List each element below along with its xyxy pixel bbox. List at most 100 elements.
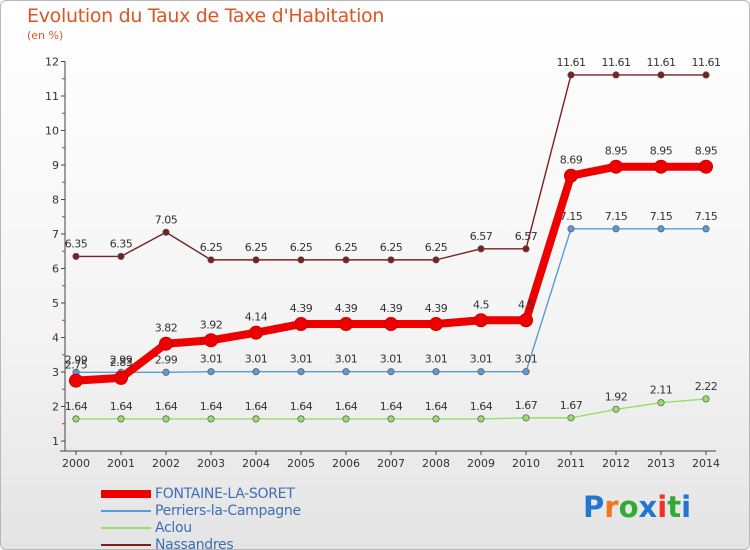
- data-point-aclou: [387, 415, 395, 423]
- data-label-perriers-la-campagne: 3.01: [245, 353, 268, 366]
- logo-letter: i: [657, 490, 668, 524]
- data-label-nassandres: 6.25: [200, 241, 223, 254]
- data-point-perriers-la-campagne: [207, 368, 215, 376]
- x-tick-label: 2013: [647, 457, 675, 470]
- data-point-perriers-la-campagne: [297, 368, 305, 376]
- legend-label: Perriers-la-Campagne: [155, 503, 301, 519]
- legend-swatch: [101, 544, 151, 546]
- data-point-perriers-la-campagne: [522, 368, 530, 376]
- data-point-aclou: [252, 415, 260, 423]
- data-label-fontaine-la-soret: 4.5: [473, 298, 489, 311]
- y-tick-label: 5: [52, 297, 59, 310]
- data-label-perriers-la-campagne: 3.01: [425, 353, 448, 366]
- data-label-aclou: 1.64: [380, 400, 403, 413]
- data-point-fontaine-la-soret: [564, 168, 578, 183]
- data-label-aclou: 1.64: [245, 400, 268, 413]
- y-tick-label: 3: [52, 366, 59, 379]
- data-point-nassandres: [252, 256, 260, 264]
- legend-swatch: [101, 510, 151, 512]
- data-point-fontaine-la-soret: [114, 370, 128, 385]
- data-label-aclou: 1.64: [110, 400, 133, 413]
- data-label-fontaine-la-soret: 2.83: [110, 356, 133, 369]
- data-point-aclou: [117, 415, 125, 423]
- x-tick-label: 2001: [107, 457, 135, 470]
- data-point-perriers-la-campagne: [477, 368, 485, 376]
- data-label-perriers-la-campagne: 2.99: [110, 353, 133, 366]
- data-point-aclou: [567, 414, 575, 422]
- y-tick-label: 12: [45, 56, 59, 69]
- y-tick-label: 10: [45, 125, 59, 138]
- x-tick-label: 2009: [467, 457, 495, 470]
- data-point-fontaine-la-soret: [609, 159, 623, 174]
- data-label-aclou: 1.64: [425, 400, 448, 413]
- data-point-fontaine-la-soret: [69, 373, 83, 388]
- data-point-perriers-la-campagne: [342, 368, 350, 376]
- data-point-nassandres: [117, 252, 125, 260]
- data-label-aclou: 1.64: [470, 400, 493, 413]
- logo-letter: i: [681, 490, 692, 524]
- data-point-nassandres: [342, 256, 350, 264]
- data-point-nassandres: [657, 71, 665, 79]
- data-label-aclou: 1.67: [560, 399, 583, 412]
- data-label-perriers-la-campagne: 3.01: [335, 353, 358, 366]
- data-point-fontaine-la-soret: [474, 313, 488, 328]
- data-point-nassandres: [387, 256, 395, 264]
- data-label-perriers-la-campagne: 2.99: [65, 353, 88, 366]
- x-tick-label: 2008: [422, 457, 450, 470]
- data-label-aclou: 1.64: [335, 400, 358, 413]
- x-tick-label: 2000: [62, 457, 90, 470]
- x-tick-label: 2012: [602, 457, 630, 470]
- data-label-perriers-la-campagne: 2.99: [155, 353, 178, 366]
- data-point-nassandres: [432, 256, 440, 264]
- y-tick-label: 6: [52, 263, 59, 276]
- data-point-fontaine-la-soret: [204, 333, 218, 348]
- data-label-fontaine-la-soret: 4.39: [290, 302, 313, 315]
- data-label-perriers-la-campagne: 3.01: [515, 353, 538, 366]
- data-point-aclou: [207, 415, 215, 423]
- data-point-aclou: [297, 415, 305, 423]
- logo-letter: o: [618, 490, 639, 524]
- data-point-perriers-la-campagne: [612, 225, 620, 233]
- data-point-nassandres: [72, 252, 80, 260]
- data-label-aclou: 1.64: [290, 400, 313, 413]
- data-label-fontaine-la-soret: 4.5: [518, 298, 534, 311]
- data-label-nassandres: 6.25: [335, 241, 358, 254]
- data-label-fontaine-la-soret: 8.95: [695, 145, 718, 158]
- legend-swatch: [101, 490, 151, 498]
- data-point-nassandres: [207, 256, 215, 264]
- data-label-aclou: 1.64: [155, 400, 178, 413]
- x-tick-label: 2006: [332, 457, 360, 470]
- data-label-perriers-la-campagne: 7.15: [650, 210, 673, 223]
- logo-letter: t: [667, 490, 682, 524]
- data-point-aclou: [342, 415, 350, 423]
- legend-label: Nassandres: [155, 537, 234, 550]
- data-label-perriers-la-campagne: 3.01: [380, 353, 403, 366]
- y-tick-label: 4: [52, 332, 59, 345]
- data-point-fontaine-la-soret: [429, 317, 443, 332]
- y-tick-label: 2: [52, 401, 59, 414]
- data-label-fontaine-la-soret: 4.39: [380, 302, 403, 315]
- data-label-aclou: 2.11: [650, 384, 673, 397]
- data-label-perriers-la-campagne: 3.01: [290, 353, 313, 366]
- data-point-fontaine-la-soret: [519, 313, 533, 328]
- data-label-nassandres: 11.61: [692, 56, 721, 69]
- data-label-aclou: 1.67: [515, 399, 538, 412]
- data-point-perriers-la-campagne: [432, 368, 440, 376]
- data-point-fontaine-la-soret: [159, 336, 173, 351]
- data-label-aclou: 1.92: [605, 390, 628, 403]
- data-label-aclou: 1.64: [200, 400, 223, 413]
- legend-label: FONTAINE-LA-SORET: [155, 486, 295, 502]
- data-point-perriers-la-campagne: [387, 368, 395, 376]
- data-label-aclou: 1.64: [65, 400, 88, 413]
- data-point-fontaine-la-soret: [384, 317, 398, 332]
- x-tick-label: 2004: [242, 457, 270, 470]
- logo-letter: r: [604, 490, 619, 524]
- data-point-aclou: [522, 414, 530, 422]
- data-label-nassandres: 6.25: [425, 241, 448, 254]
- y-tick-label: 8: [52, 194, 59, 207]
- data-label-fontaine-la-soret: 4.39: [425, 302, 448, 315]
- x-tick-label: 2003: [197, 457, 225, 470]
- data-point-aclou: [657, 399, 665, 407]
